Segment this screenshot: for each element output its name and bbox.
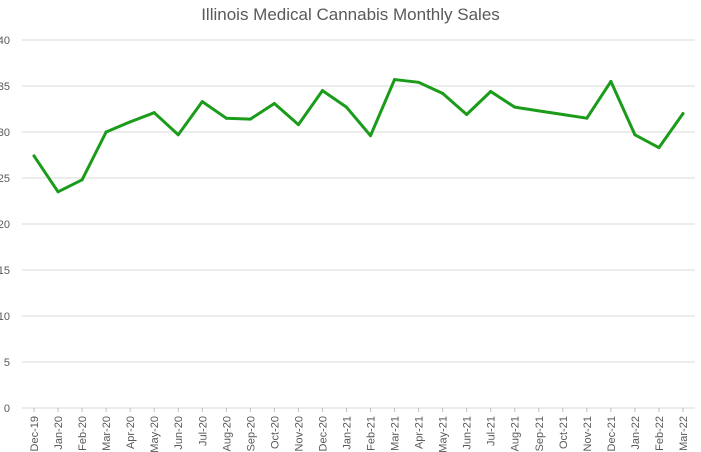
data-point bbox=[344, 105, 348, 109]
data-point bbox=[609, 79, 613, 83]
series-line bbox=[32, 78, 685, 194]
y-tick-label: 40 bbox=[0, 35, 10, 47]
y-tick-label: 30 bbox=[0, 127, 10, 139]
x-tick-label: Dec-20 bbox=[317, 416, 329, 451]
data-point bbox=[441, 91, 445, 95]
y-tick-label: 5 bbox=[4, 357, 10, 369]
y-tick-label: 10 bbox=[0, 311, 10, 323]
data-point bbox=[633, 133, 637, 137]
x-tick-label: May-21 bbox=[438, 416, 450, 452]
data-point bbox=[489, 90, 493, 94]
x-tick-label: Jul-21 bbox=[486, 416, 498, 446]
x-tick-label: Dec-19 bbox=[29, 416, 41, 451]
data-point bbox=[176, 133, 180, 137]
data-point bbox=[393, 78, 397, 82]
x-tick-label: Sep-21 bbox=[534, 416, 546, 451]
data-point bbox=[104, 130, 108, 134]
data-point bbox=[585, 116, 589, 120]
data-point bbox=[681, 112, 685, 116]
y-tick-label: 25 bbox=[0, 173, 10, 185]
gridlines bbox=[22, 39, 695, 409]
x-tick-label: Apr-21 bbox=[414, 416, 426, 449]
y-axis: 0 5 10 15 20 25 30 35 40 bbox=[0, 35, 10, 415]
x-tick-label: Nov-21 bbox=[582, 416, 594, 451]
x-tick-label: Mar-22 bbox=[678, 416, 690, 451]
data-point bbox=[417, 80, 421, 84]
x-tick-label: Feb-22 bbox=[654, 416, 666, 451]
data-point bbox=[657, 146, 661, 150]
data-point bbox=[152, 111, 156, 115]
chart-title: Illinois Medical Cannabis Monthly Sales bbox=[201, 5, 500, 24]
x-tick-label: Nov-20 bbox=[293, 416, 305, 451]
x-tick-label: Jul-20 bbox=[197, 416, 209, 446]
x-tick-label: Dec-21 bbox=[606, 416, 618, 451]
data-point bbox=[56, 190, 60, 194]
x-tick-label: Jan-22 bbox=[630, 416, 642, 450]
x-tick-label: Mar-20 bbox=[101, 416, 113, 451]
x-tick-label: Mar-21 bbox=[390, 416, 402, 451]
y-tick-label: 20 bbox=[0, 219, 10, 231]
data-point bbox=[465, 113, 469, 117]
x-tick-label: Jan-20 bbox=[53, 416, 65, 450]
data-point bbox=[537, 109, 541, 113]
x-tick-label: May-20 bbox=[149, 416, 161, 452]
x-tick-label: Jun-21 bbox=[462, 416, 474, 450]
x-tick-label: Oct-20 bbox=[269, 416, 281, 449]
data-point bbox=[369, 134, 373, 138]
data-point bbox=[272, 101, 276, 105]
data-point bbox=[80, 178, 84, 182]
data-point bbox=[320, 89, 324, 93]
data-point bbox=[128, 120, 132, 124]
data-point bbox=[32, 154, 36, 158]
x-tick-label: Oct-21 bbox=[558, 416, 570, 449]
data-point bbox=[561, 113, 565, 117]
data-point bbox=[513, 105, 517, 109]
x-tick-label: Jun-20 bbox=[173, 416, 185, 450]
y-tick-label: 15 bbox=[0, 265, 10, 277]
x-tick-label: Feb-20 bbox=[77, 416, 89, 451]
data-point bbox=[224, 116, 228, 120]
x-tick-label: Aug-20 bbox=[221, 416, 233, 451]
series-layer bbox=[32, 78, 685, 194]
data-point bbox=[248, 117, 252, 121]
data-point bbox=[200, 100, 204, 104]
x-tick-label: Aug-21 bbox=[510, 416, 522, 451]
y-tick-label: 0 bbox=[4, 403, 10, 415]
y-tick-label: 35 bbox=[0, 81, 10, 93]
x-tick-label: Jan-21 bbox=[341, 416, 353, 450]
data-point bbox=[296, 123, 300, 127]
x-axis: Dec-19 Jan-20 Feb-20 Mar-20 Apr-20 May-20 Jun-… bbox=[29, 408, 690, 452]
x-tick-label: Sep-20 bbox=[245, 416, 257, 451]
x-tick-label: Feb-21 bbox=[366, 416, 378, 451]
x-tick-label: Apr-20 bbox=[125, 416, 137, 449]
